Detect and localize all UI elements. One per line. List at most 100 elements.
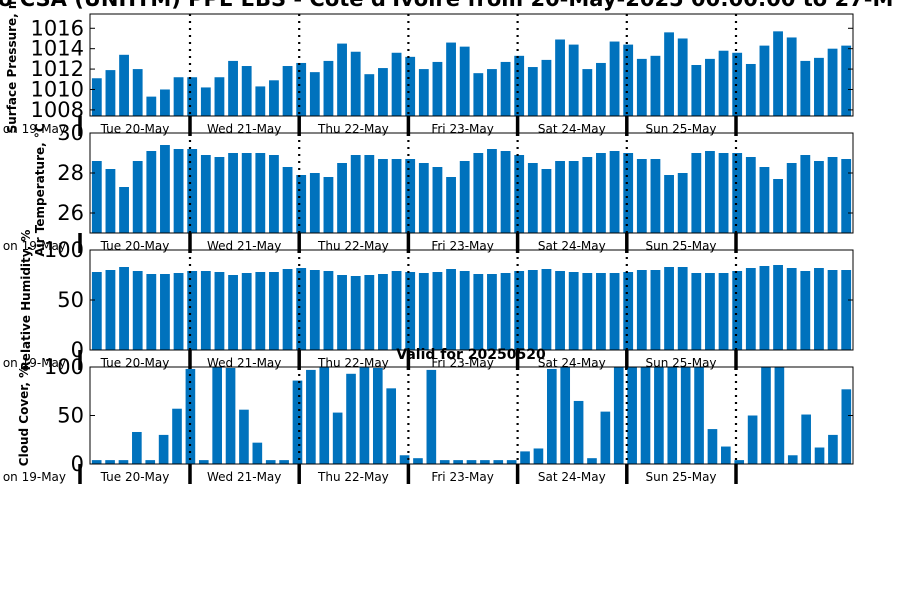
bar (650, 270, 661, 350)
y-tick-label: 1010 (31, 77, 84, 101)
y-tick-label: 28 (57, 161, 84, 185)
bar (160, 145, 170, 233)
bar (691, 273, 702, 350)
bar (654, 367, 664, 464)
bar (514, 55, 525, 116)
y-tick-label: 26 (57, 201, 84, 225)
bar (405, 159, 416, 233)
bar (827, 270, 838, 350)
axes-frame (89, 13, 854, 117)
bar (214, 77, 225, 116)
bar (493, 460, 504, 464)
bar (691, 153, 702, 233)
axes-frame (89, 132, 854, 234)
bar (282, 66, 293, 116)
bar (418, 69, 429, 116)
bar (145, 460, 156, 464)
bar (418, 163, 429, 233)
y-tick-label: 50 (57, 404, 84, 428)
bar (527, 270, 538, 350)
bar (279, 460, 289, 464)
bar (119, 267, 129, 350)
bar (677, 38, 688, 117)
bar (200, 87, 211, 116)
bar (391, 159, 402, 233)
bar (664, 267, 674, 350)
bar (187, 271, 198, 350)
bar (514, 271, 525, 350)
bar (636, 159, 647, 233)
bar (786, 268, 797, 350)
bar (214, 157, 225, 233)
day-label: Sat 24-May (538, 356, 606, 370)
bar (364, 74, 375, 116)
bar (364, 275, 375, 350)
bar (527, 163, 538, 233)
start-label: on 19-May (3, 239, 66, 253)
day-label: Tue 20-May (100, 122, 170, 136)
start-label: on 19-May (3, 470, 66, 484)
bar (118, 460, 129, 464)
bar (582, 273, 593, 350)
chart-title: o CSA (UNHTM) PPE EBS - Cote d'Ivoire fr… (0, 0, 893, 11)
y-axis-label: Surface Pressure, m (5, 0, 19, 133)
bar (187, 149, 198, 233)
bar (473, 274, 484, 350)
bar (745, 157, 756, 233)
bar (446, 42, 456, 117)
bar (132, 161, 143, 233)
y-tick-label: 1008 (31, 98, 84, 122)
bar (459, 46, 470, 116)
bar (732, 52, 743, 116)
bar (800, 60, 811, 116)
bar (827, 48, 838, 116)
day-label: Sat 24-May (538, 239, 606, 253)
start-label: on 19-May (3, 356, 66, 370)
bar (555, 271, 565, 350)
day-label: Wed 21-May (207, 239, 281, 253)
bar (418, 273, 429, 350)
bar (241, 273, 252, 350)
bar (745, 63, 756, 116)
bar (432, 61, 443, 116)
bar (527, 67, 538, 116)
bar (734, 460, 745, 464)
bar (309, 270, 320, 350)
bar (841, 159, 852, 233)
bar (228, 153, 238, 233)
bar (801, 414, 811, 464)
bar (105, 70, 116, 116)
bar (119, 187, 129, 233)
bar (146, 151, 157, 233)
day-label: Wed 21-May (207, 122, 281, 136)
bar (378, 274, 388, 350)
axes-frame (89, 366, 854, 465)
bar (473, 73, 484, 116)
bar (200, 271, 211, 350)
bar (337, 275, 347, 350)
bar (282, 269, 293, 350)
bar (600, 411, 611, 464)
bar (391, 52, 402, 116)
bar (613, 367, 624, 464)
bar (759, 45, 770, 117)
bar (827, 157, 838, 233)
y-axis-label: Cloud Cover, % (17, 366, 31, 466)
bar (91, 460, 102, 464)
bar (587, 458, 597, 464)
bar (391, 271, 402, 350)
bar (426, 369, 437, 464)
bar (323, 177, 334, 233)
bar (132, 271, 143, 350)
bar (623, 272, 634, 350)
bar (841, 389, 852, 464)
bar (541, 269, 552, 350)
bar (814, 447, 825, 464)
bar (568, 272, 579, 350)
bar (187, 77, 198, 116)
bar (800, 271, 811, 350)
bar (105, 460, 115, 464)
bar (405, 56, 416, 116)
bar (705, 151, 715, 233)
bar (269, 80, 279, 116)
